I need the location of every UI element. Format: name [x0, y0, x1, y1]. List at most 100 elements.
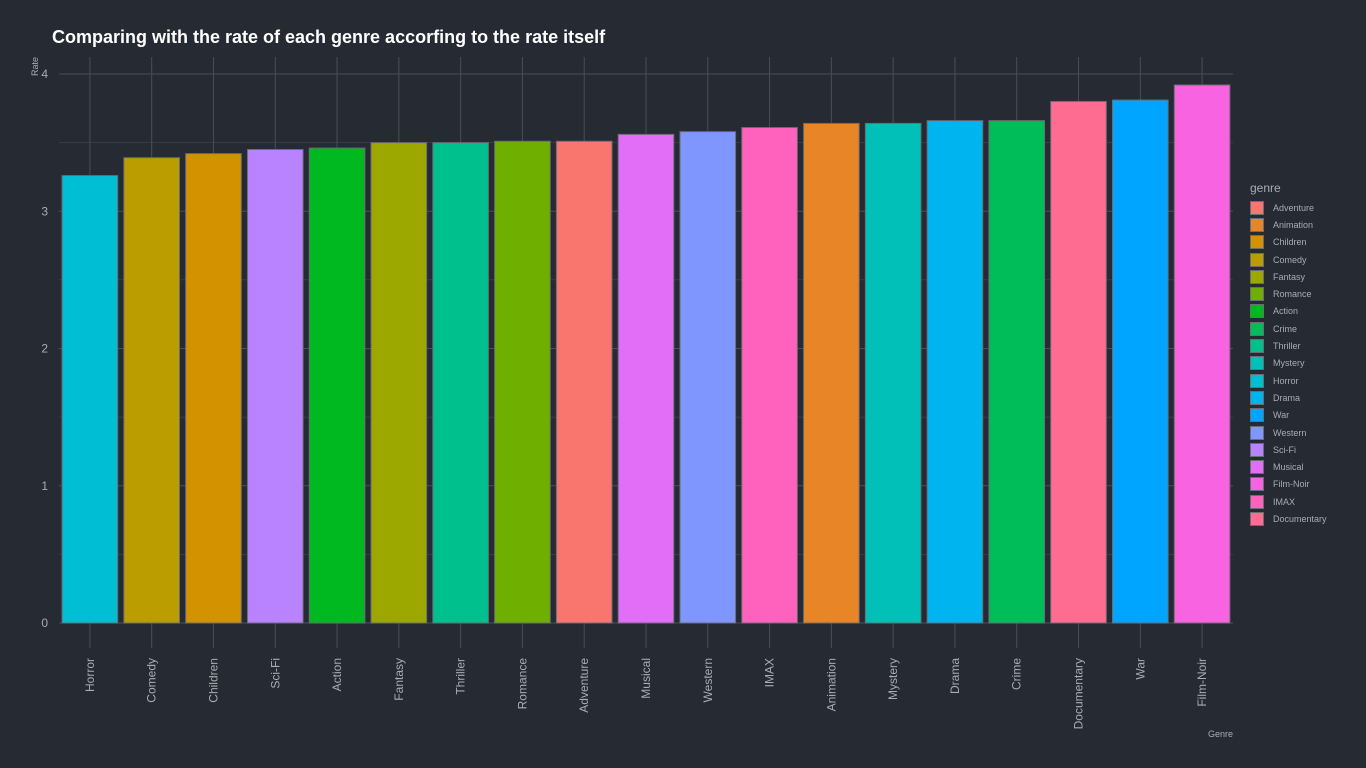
bar-drama [926, 120, 984, 624]
legend-label: Documentary [1273, 513, 1327, 524]
x-tick-label: Comedy [145, 658, 159, 703]
chart-title: Comparing with the rate of each genre ac… [52, 27, 606, 47]
bar-children [185, 153, 242, 624]
y-axis-title: Rate [30, 57, 40, 76]
x-tick-label: Musical [639, 658, 653, 699]
legend-label: IMAX [1273, 496, 1296, 507]
legend-label: Children [1273, 237, 1307, 248]
legend-swatch [1250, 408, 1264, 423]
legend-label: Animation [1273, 219, 1314, 230]
bar-horror [61, 175, 119, 624]
legend-item: Children [1250, 234, 1327, 251]
legend-item: Romance [1250, 285, 1327, 302]
legend-swatch [1250, 252, 1264, 267]
legend-item: Western [1250, 424, 1327, 441]
x-tick-label: Children [206, 658, 220, 703]
legend-item: Crime [1250, 320, 1327, 337]
x-tick-label: Mystery [886, 658, 900, 700]
x-tick-label: Drama [948, 658, 962, 694]
legend-swatch [1250, 390, 1264, 405]
bar-documentary [1050, 100, 1107, 624]
legend-swatch [1250, 217, 1264, 232]
y-tick-label: 4 [41, 67, 48, 81]
bar-comedy [123, 157, 180, 624]
legend-swatch [1250, 304, 1264, 319]
x-tick-label: Sci-Fi [268, 658, 282, 689]
legend-item: Film-Noir [1250, 476, 1327, 493]
x-tick-label: Adventure [577, 658, 591, 713]
legend-swatch [1250, 494, 1264, 509]
legend-label: Comedy [1273, 254, 1307, 265]
legend-item: Mystery [1250, 355, 1327, 372]
legend-label: War [1273, 410, 1290, 421]
x-tick-label: War [1133, 658, 1147, 680]
legend-label: Film-Noir [1273, 479, 1310, 490]
x-tick-label: Animation [824, 658, 838, 711]
legend-item: Musical [1250, 458, 1327, 475]
bar-adventure [555, 140, 613, 624]
bar-romance [494, 140, 551, 624]
x-tick-label: Film-Noir [1195, 658, 1209, 707]
legend-item: Sci-Fi [1250, 441, 1327, 458]
bar-war [1112, 99, 1169, 624]
x-tick-label: Action [330, 658, 344, 691]
bar-film-noir [1173, 84, 1231, 624]
legend-item: Drama [1250, 389, 1327, 406]
bars-layer [61, 84, 1231, 624]
x-tick-label: Crime [1010, 658, 1024, 690]
legend-item: Fantasy [1250, 268, 1327, 285]
legend-swatch [1250, 269, 1264, 284]
bar-crime [988, 120, 1046, 624]
bar-fantasy [370, 142, 428, 624]
legend-label: Musical [1273, 462, 1304, 473]
legend-items: Adventure Animation Children Comedy Fantasy R… [1250, 199, 1327, 528]
legend-swatch [1250, 442, 1264, 457]
bar-sci-fi [246, 148, 304, 624]
y-tick-label: 3 [41, 204, 48, 218]
y-tick-label: 0 [41, 616, 48, 630]
legend-swatch [1250, 477, 1264, 492]
legend-label: Adventure [1273, 202, 1315, 213]
y-tick-label: 1 [41, 479, 48, 493]
legend-label: Crime [1273, 323, 1297, 334]
bar-action [308, 147, 366, 624]
legend-item: Action [1250, 303, 1327, 320]
legend-item: Thriller [1250, 337, 1327, 354]
x-tick-label: Thriller [454, 658, 468, 695]
legend-swatch [1250, 511, 1264, 526]
legend-label: Thriller [1273, 341, 1301, 352]
legend-swatch [1250, 321, 1264, 336]
legend-label: Drama [1273, 392, 1301, 403]
legend-item: Animation [1250, 216, 1327, 233]
legend-swatch [1250, 460, 1264, 475]
legend-label: Romance [1273, 289, 1312, 300]
legend-swatch [1250, 339, 1264, 354]
legend-label: Fantasy [1273, 271, 1306, 282]
legend-label: Western [1273, 427, 1307, 438]
legend-item: Comedy [1250, 251, 1327, 268]
x-tick-label: IMAX [763, 658, 777, 687]
bar-thriller [432, 142, 489, 624]
x-tick-label: Documentary [1072, 658, 1086, 729]
legend-swatch [1250, 287, 1264, 302]
x-tick-label: Western [701, 658, 715, 702]
bar-animation [803, 122, 860, 624]
legend-swatch [1250, 373, 1264, 388]
legend-label: Action [1273, 306, 1299, 317]
legend-swatch [1250, 200, 1264, 215]
legend: genre Adventure Animation Children Comedy Fa… [1250, 181, 1327, 528]
y-axis-ticks: 0 1 2 3 4 [41, 67, 48, 630]
legend-label: Sci-Fi [1273, 444, 1296, 455]
bar-western [679, 131, 737, 624]
x-tick-label: Romance [515, 658, 529, 710]
legend-title: genre [1250, 181, 1281, 195]
legend-label: Horror [1273, 375, 1299, 386]
legend-item: Adventure [1250, 199, 1327, 216]
x-tick-label: Horror [83, 658, 97, 692]
bar-musical [617, 133, 675, 624]
x-axis-ticks: Horror Comedy Children Sci-Fi Action Fantasy T… [83, 658, 1209, 730]
legend-item: Horror [1250, 372, 1327, 389]
legend-item: Documentary [1250, 510, 1327, 527]
x-axis-title: Genre [1208, 729, 1233, 739]
